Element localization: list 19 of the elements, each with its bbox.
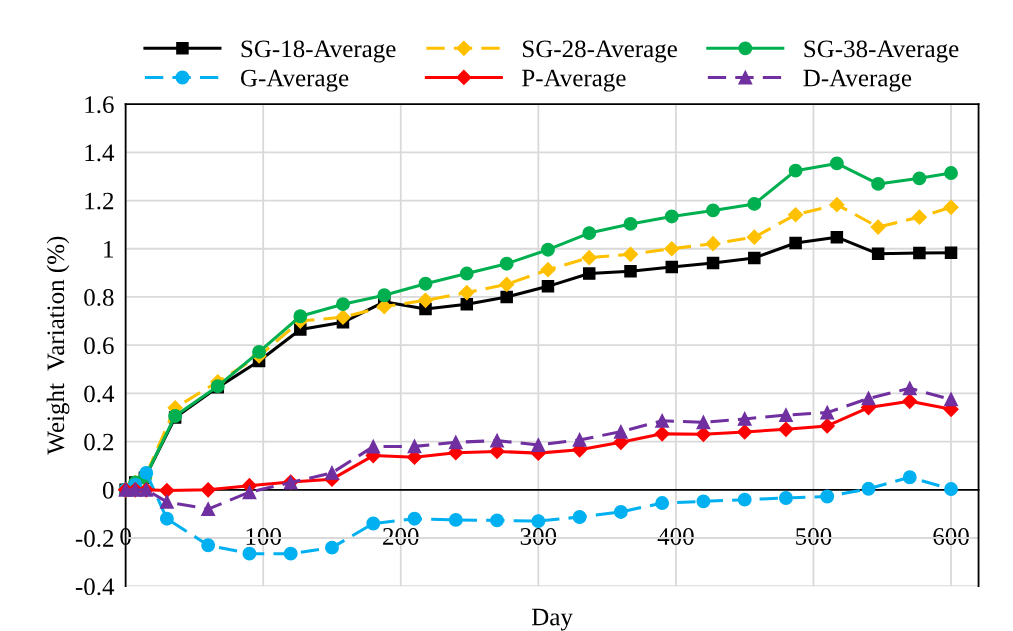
y-tick-label: 0.4 — [84, 385, 115, 403]
y-tick-label: 1.6 — [85, 96, 114, 114]
y-tick-label: 0.6 — [84, 337, 114, 355]
y-tick-label: 1.4 — [85, 144, 115, 162]
legend-label: P-Average — [522, 69, 626, 92]
y-tick-label: -0.4 — [75, 578, 115, 596]
y-tick-label: 1 — [104, 240, 113, 258]
y-tick-label: 0 — [102, 481, 114, 499]
legend-label: SG-18-Average — [241, 40, 396, 63]
y-tick-label: -0.2 — [75, 530, 114, 548]
y-tick-label: 0.2 — [84, 433, 114, 451]
legend-label: D-Average — [803, 69, 912, 92]
y-tick-label: 0.8 — [84, 289, 114, 306]
legend-label: SG-28-Average — [523, 40, 677, 63]
legend-label: G-Average — [240, 69, 349, 92]
x-axis-title: Day — [531, 608, 573, 631]
legend-label: SG-38-Average — [804, 40, 959, 63]
y-tick-label: 1.2 — [85, 192, 114, 210]
y-axis-title: Weight Variation (%) — [46, 236, 70, 455]
